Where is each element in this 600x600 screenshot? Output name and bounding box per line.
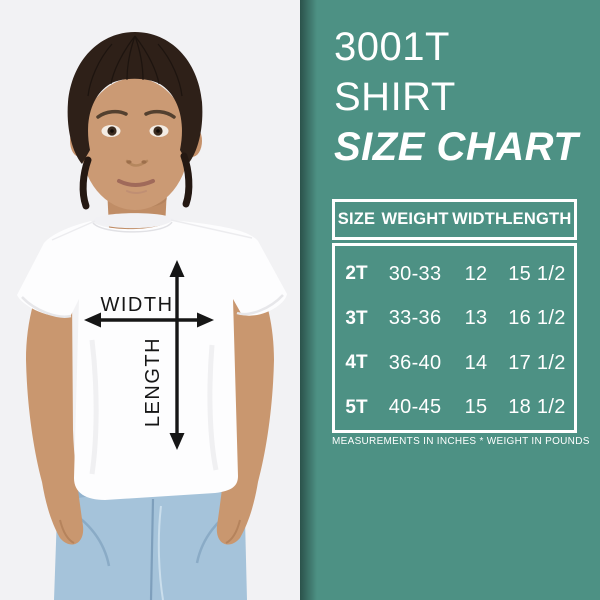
header-weight: WEIGHT (381, 210, 449, 228)
row-3t-weight: 33-36 (388, 307, 442, 330)
right-sleeve-hem (236, 294, 284, 316)
mouth (117, 179, 155, 187)
left-nostril (126, 160, 132, 164)
header-length: LENGTH (502, 210, 572, 228)
row-5t-weight: 40-45 (388, 396, 442, 419)
width-measure-label: WIDTH (100, 294, 173, 316)
right-nostril (141, 160, 147, 164)
size-chart-panel: 3001T SHIRT SIZE CHART SIZE WEIGHT WIDTH… (300, 0, 600, 600)
jeans-body (54, 473, 247, 600)
left-pupil (110, 129, 114, 133)
row-4t-width: 14 (464, 351, 488, 374)
shoulder-seams (51, 219, 253, 241)
head (67, 32, 203, 210)
size-table-body: 2T 30-33 12 15 1/2 3T 33-36 13 16 1/2 4T… (332, 243, 577, 433)
t-shirt (17, 213, 287, 500)
lower-lip (126, 190, 147, 194)
left-sleeve-hem (21, 296, 72, 318)
left-eyebrow (96, 109, 128, 119)
model-photo: WIDTH LENGTH (0, 0, 300, 600)
right-thumb (225, 519, 241, 544)
row-3t-length: 16 1/2 (508, 307, 566, 330)
row-3t-width: 13 (464, 307, 488, 330)
jeans-fly-seam (149, 498, 155, 600)
measurement-arrows (84, 260, 214, 450)
row-4t-size: 4T (345, 352, 368, 374)
left-thumb (59, 519, 75, 544)
jeans-fly-stitch (157, 505, 164, 600)
panel-edge-shadow (300, 0, 317, 600)
length-arrowhead-top (169, 260, 185, 277)
title-garment: SHIRT (334, 75, 456, 119)
row-2t-length: 15 1/2 (508, 262, 566, 285)
right-braid (180, 152, 193, 208)
row-3t-size: 3T (345, 307, 368, 329)
row-4t-length: 17 1/2 (508, 351, 566, 374)
model-illustration: WIDTH LENGTH (17, 32, 287, 600)
row-5t-size: 5T (345, 396, 368, 418)
row-2t-width: 12 (464, 262, 488, 285)
right-pupil (156, 129, 160, 133)
left-arm (26, 258, 84, 545)
shirt-body (17, 220, 287, 500)
size-table: SIZE WEIGHT WIDTH LENGTH 2T 30-33 12 15 … (332, 199, 577, 433)
hair (67, 32, 203, 164)
width-arrowhead-left (84, 312, 101, 328)
length-arrowhead-bottom (169, 433, 185, 450)
shirt-fold-left (89, 339, 99, 475)
cornrow-lines (87, 35, 183, 97)
left-braid (79, 156, 92, 210)
shirt-fold-right (207, 344, 219, 471)
size-table-header: SIZE WEIGHT WIDTH LENGTH (332, 199, 577, 240)
length-measure-label: LENGTH (142, 337, 164, 427)
title-size-chart: SIZE CHART (334, 125, 579, 169)
collar-band (93, 213, 173, 229)
face (81, 78, 189, 210)
row-2t-size: 2T (345, 263, 368, 285)
header-width: WIDTH (452, 210, 508, 228)
row-5t-length: 18 1/2 (508, 396, 566, 419)
eyes (101, 125, 169, 137)
width-arrowhead-right (197, 312, 214, 328)
title-style-number: 3001T (334, 25, 450, 69)
header-size: SIZE (337, 210, 376, 228)
right-eyebrow (144, 109, 176, 119)
row-4t-weight: 36-40 (388, 351, 442, 374)
row-5t-width: 15 (464, 396, 488, 419)
units-footnote: MEASUREMENTS IN INCHES * WEIGHT IN POUND… (332, 436, 590, 447)
collar-stitch (92, 221, 173, 233)
row-2t-weight: 30-33 (388, 262, 442, 285)
product-title: 3001T SHIRT SIZE CHART (334, 22, 578, 172)
